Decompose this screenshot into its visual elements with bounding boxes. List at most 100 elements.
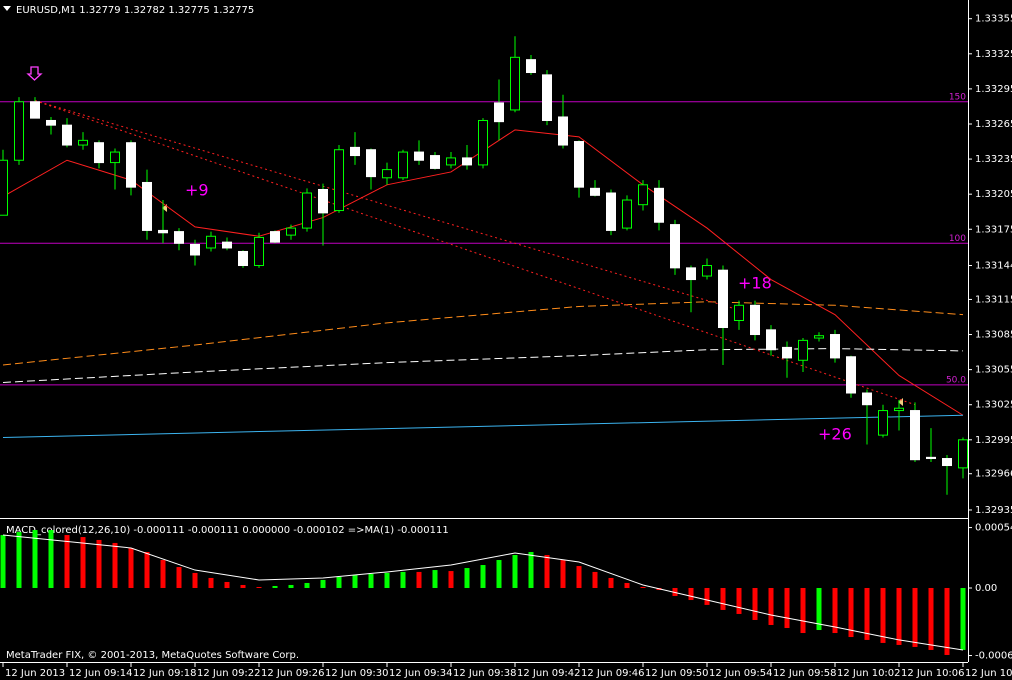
macd-bar [544,554,550,588]
macd-bar [112,542,118,588]
candle-body [766,329,776,351]
y-tick-label: 1.33355 [975,14,1012,25]
close-marker [898,398,903,406]
macd-bar [432,570,438,588]
macd-bar [416,571,422,588]
profit-annotation: +26 [818,425,852,444]
candle-body [894,407,904,412]
candle-body [542,74,552,121]
y-tick-label: 1.33175 [975,224,1012,235]
x-tick-label: 12 Jun 10:06 [901,668,965,679]
macd-bar [320,579,326,588]
candle-body [750,304,760,336]
candle-body [398,151,408,179]
candle-body [814,335,824,339]
y-tick-label: 1.33025 [975,400,1012,411]
macd-bar [496,560,502,588]
macd-bar [160,560,166,588]
macd-bar [912,587,918,647]
indicator-line [2,414,964,438]
candle-body [94,142,104,164]
indicator-line [34,100,740,311]
candle-body [158,229,168,234]
macd-bar [736,587,742,614]
macd-bar [144,551,150,588]
y-tick-label: 1.33295 [975,84,1012,95]
level-label: 50.0 [946,375,966,385]
macd-bar [272,585,278,588]
candle-body [238,250,248,267]
candle-body [334,149,344,212]
x-tick-label: 12 Jun 09:38 [453,668,517,679]
candle-body [718,269,728,329]
candle-body [958,439,968,469]
macd-bar [640,586,646,588]
chart-title: EURUSD,M1 1.32779 1.32782 1.32775 1.3277… [16,5,254,16]
macd-bar [352,574,358,588]
footer: MetaTrader FIX, © 2001-2013, MetaQuotes … [6,650,299,661]
macd-bar [208,577,214,588]
candle-body [78,139,88,146]
candle-body [302,192,312,229]
macd-bar [704,587,710,605]
x-tick-label: 12 Jun 09:22 [197,668,261,679]
y-tick-label: 1.33265 [975,119,1012,130]
y-tick-label: 1.32966 [975,469,1012,480]
candle-body [0,159,8,216]
y-tick-label: 1.33205 [975,189,1012,200]
macd-bar [848,587,854,638]
macd-bar [784,587,790,629]
macd-bar [720,587,726,610]
candle-body [782,346,792,359]
macd-bar [608,577,614,588]
candle-body [702,265,712,277]
level-label: 100 [949,234,966,244]
y-tick-label: 1.33115 [975,294,1012,305]
macd-bar [816,587,822,631]
candle-body [670,224,680,269]
x-tick-label: 12 Jun 09:18 [133,668,197,679]
profit-annotation: +9 [185,181,209,200]
candle-body [206,235,216,249]
macd-bar [832,587,838,634]
candle-body [142,181,152,231]
x-tick-label: 12 Jun 09:42 [517,668,581,679]
y-tick-label: 1.33085 [975,330,1012,341]
candle-body [318,188,328,214]
candle-body [830,334,840,359]
candle-body [14,101,24,161]
candle-body [510,56,520,111]
indicator-line [2,301,964,366]
x-tick-label: 12 Jun 10:02 [837,668,901,679]
candle-body [382,169,392,179]
profit-annotation: +18 [738,274,772,293]
y-tick-label: -0.000606 [975,651,1012,662]
macd-bar [864,587,870,640]
x-tick-label: 12 Jun 10:10 [965,668,1012,679]
macd-bar [64,535,70,588]
macd-bar [80,537,86,588]
macd-bar [688,587,694,601]
macd-bar [0,535,6,588]
indicator-line [2,348,964,383]
candle-body [286,227,296,236]
x-tick-label: 12 Jun 09:50 [645,668,709,679]
y-tick-label: 1.33235 [975,154,1012,165]
x-tick-label: 12 Jun 09:46 [581,668,645,679]
candle-body [62,124,72,146]
level-label: 150 [949,92,966,102]
macd-bar [464,568,470,588]
candle-body [494,102,504,123]
macd-bar [960,587,966,650]
macd-bar [400,571,406,588]
x-tick-label: 12 Jun 09:14 [69,668,133,679]
candle-body [654,187,664,223]
candle-body [446,157,456,166]
candle-body [622,199,632,229]
macd-bar [96,539,102,588]
candle-body [590,187,600,196]
candle-body [430,155,440,169]
macd-bar [752,587,758,620]
y-tick-label: 1.33055 [975,365,1012,376]
y-tick-label: 0.000542 [975,523,1012,534]
